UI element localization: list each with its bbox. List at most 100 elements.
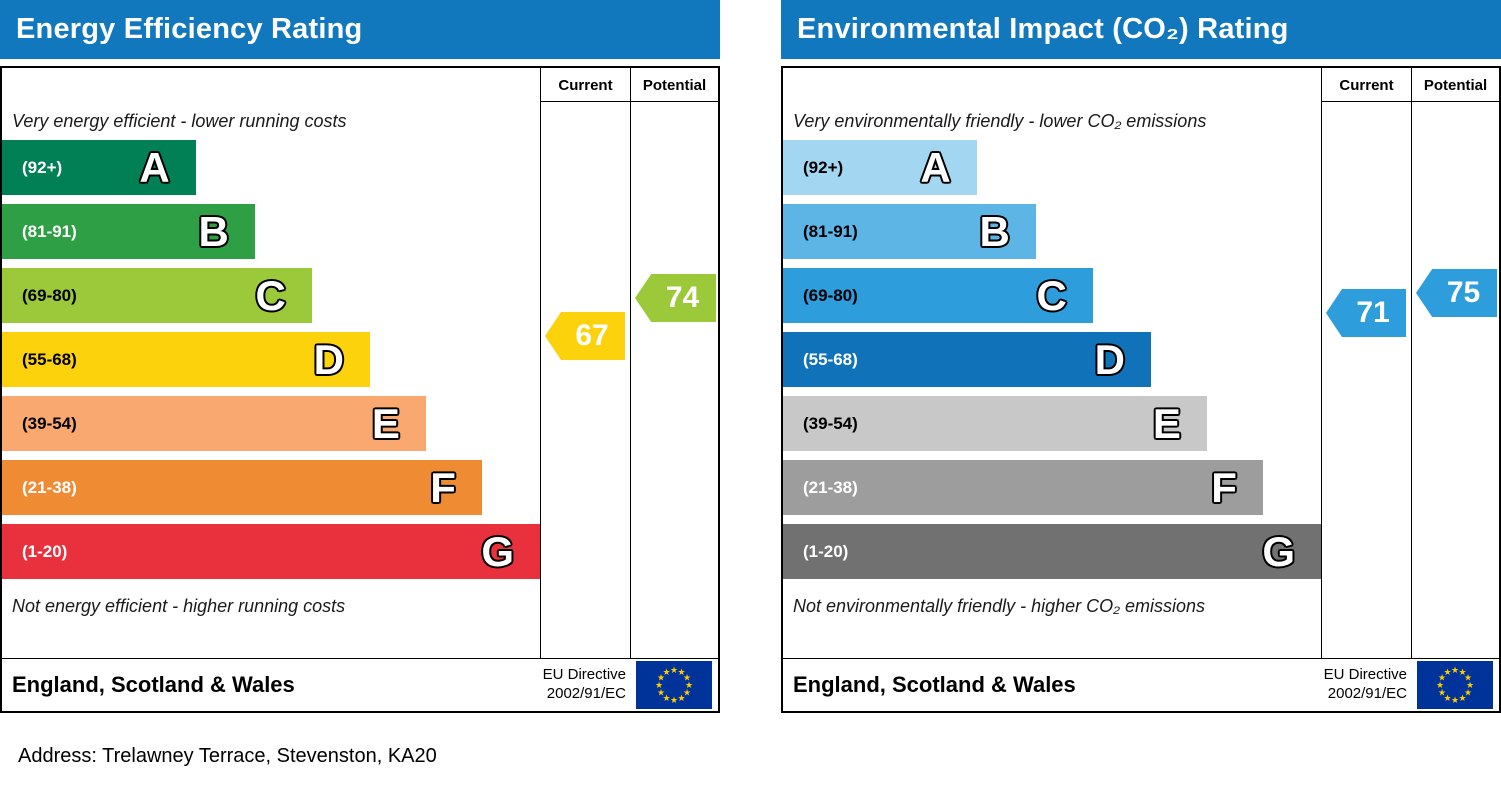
svg-text:★: ★ — [1443, 668, 1451, 678]
band-row-d: (55-68) D — [2, 332, 540, 396]
band-range-label: (81-91) — [22, 221, 77, 241]
band-letter: B — [198, 207, 229, 255]
rating-bands: (92+) A (81-91) B (69-80) C (55-68) D (39-54) E (2… — [783, 140, 1321, 588]
band-row-b: (81-91) B — [2, 204, 540, 268]
svg-text:★: ★ — [1451, 696, 1459, 706]
energy-efficiency-chart: Energy Efficiency Rating Current Potenti… — [0, 0, 720, 713]
band-row-e: (39-54) E — [783, 396, 1321, 460]
band-bar: (55-68) D — [783, 332, 1151, 387]
band-row-e: (39-54) E — [2, 396, 540, 460]
svg-text:★: ★ — [1438, 674, 1446, 684]
band-letter: D — [1094, 335, 1125, 383]
current-column-header: Current — [1339, 76, 1394, 94]
band-bar: (81-91) B — [783, 204, 1036, 259]
environmental-chart-box: Current Potential Very environmentally f… — [781, 66, 1501, 713]
eu-directive-line1: EU Directive — [1323, 666, 1407, 684]
band-letter: A — [920, 143, 951, 191]
current-rating-arrow: 67 — [545, 312, 625, 360]
band-letter: F — [1211, 463, 1237, 511]
top-caption: Very environmentally friendly - lower CO… — [793, 110, 1207, 131]
eu-directive-line2: 2002/91/EC — [1327, 685, 1407, 702]
band-letter: E — [1152, 399, 1181, 447]
environmental-chart-footer: England, Scotland & Wales EU Directive 2… — [783, 658, 1499, 711]
column-divider — [1321, 68, 1322, 658]
epc-report: Energy Efficiency Rating Current Potenti… — [0, 0, 1501, 713]
rating-bands: (92+) A (81-91) B (69-80) C (55-68) D (39-54) E (2… — [2, 140, 540, 588]
band-bar: (81-91) B — [2, 204, 255, 259]
svg-text:★: ★ — [655, 681, 663, 691]
svg-text:★: ★ — [662, 694, 670, 704]
svg-text:★: ★ — [683, 689, 691, 699]
svg-text:★: ★ — [677, 668, 685, 678]
svg-text:★: ★ — [1443, 694, 1451, 704]
header-underline — [1321, 101, 1499, 102]
band-letter: C — [255, 271, 286, 319]
region-label: England, Scotland & Wales — [12, 672, 295, 697]
band-row-f: (21-38) F — [2, 460, 540, 524]
band-letter: G — [481, 527, 514, 575]
svg-text:★: ★ — [1458, 668, 1466, 678]
eu-flag-icon: ★ ★★ ★★★ ★★★ ★★★ — [1417, 661, 1493, 709]
energy-chart-body: Current Potential Very energy efficient … — [2, 68, 718, 658]
band-row-b: (81-91) B — [783, 204, 1321, 268]
svg-text:★: ★ — [685, 681, 693, 691]
potential-column-header: Potential — [642, 76, 707, 94]
band-range-label: (55-68) — [803, 349, 858, 369]
svg-text:★: ★ — [662, 668, 670, 678]
region-label: England, Scotland & Wales — [793, 672, 1076, 697]
address-line: Address: Trelawney Terrace, Stevenston, … — [18, 745, 437, 767]
band-bar: (69-80) C — [783, 268, 1093, 323]
environmental-chart-title: Environmental Impact (CO₂) Rating — [797, 13, 1289, 45]
band-range-label: (69-80) — [803, 285, 858, 305]
svg-text:★: ★ — [670, 696, 678, 706]
energy-chart-title: Energy Efficiency Rating — [16, 13, 363, 45]
band-range-label: (21-38) — [22, 477, 77, 497]
band-bar: (1-20) G — [2, 524, 540, 579]
current-column-header: Current — [558, 76, 613, 94]
band-row-a: (92+) A — [2, 140, 540, 204]
potential-rating-arrow: 75 — [1416, 269, 1497, 317]
band-row-g: (1-20) G — [2, 524, 540, 588]
band-bar: (21-38) F — [2, 460, 482, 515]
bottom-caption: Not energy efficient - higher running co… — [12, 595, 346, 616]
eu-flag-icon: ★ ★★ ★★★ ★★★ ★★★ — [636, 661, 712, 709]
band-bar: (1-20) G — [783, 524, 1321, 579]
svg-text:★: ★ — [1458, 694, 1466, 704]
svg-text:★: ★ — [1466, 681, 1474, 691]
band-range-label: (81-91) — [803, 221, 858, 241]
band-range-label: (69-80) — [22, 285, 77, 305]
band-bar: (92+) A — [2, 140, 196, 195]
svg-text:★: ★ — [657, 674, 665, 684]
band-letter: E — [371, 399, 400, 447]
svg-text:★: ★ — [657, 689, 665, 699]
energy-chart-box: Current Potential Very energy efficient … — [0, 66, 720, 713]
eu-directive-label: EU Directive 2002/91/EC — [543, 666, 626, 704]
band-range-label: (92+) — [22, 157, 63, 177]
band-row-g: (1-20) G — [783, 524, 1321, 588]
band-bar: (92+) A — [783, 140, 977, 195]
svg-text:★: ★ — [1464, 674, 1472, 684]
band-bar: (69-80) C — [2, 268, 312, 323]
energy-chart-title-bar: Energy Efficiency Rating — [0, 0, 720, 59]
band-range-label: (55-68) — [22, 349, 77, 369]
band-row-f: (21-38) F — [783, 460, 1321, 524]
band-bar: (55-68) D — [2, 332, 370, 387]
svg-text:★: ★ — [677, 694, 685, 704]
svg-text:★: ★ — [1464, 689, 1472, 699]
band-range-label: (39-54) — [803, 413, 858, 433]
column-divider — [630, 68, 631, 658]
band-bar: (39-54) E — [2, 396, 426, 451]
energy-chart-footer: England, Scotland & Wales EU Directive 2… — [2, 658, 718, 711]
svg-text:★: ★ — [1451, 666, 1459, 676]
environmental-chart-body: Current Potential Very environmentally f… — [783, 68, 1499, 658]
band-range-label: (21-38) — [803, 477, 858, 497]
band-letter: D — [313, 335, 344, 383]
band-row-a: (92+) A — [783, 140, 1321, 204]
column-divider — [540, 68, 541, 658]
environmental-chart-title-bar: Environmental Impact (CO₂) Rating — [781, 0, 1501, 59]
column-divider — [1411, 68, 1412, 658]
potential-rating-arrow: 74 — [635, 274, 716, 322]
band-letter: A — [139, 143, 170, 191]
band-range-label: (1-20) — [803, 541, 849, 561]
potential-column-header: Potential — [1423, 76, 1488, 94]
